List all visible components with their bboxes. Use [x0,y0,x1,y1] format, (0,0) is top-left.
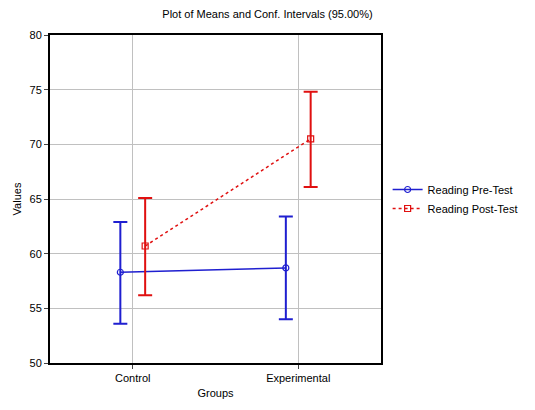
svg-text:Reading Post-Test: Reading Post-Test [428,203,518,215]
svg-text:70: 70 [30,138,42,150]
svg-text:60: 60 [30,248,42,260]
svg-text:Reading Pre-Test: Reading Pre-Test [428,184,513,196]
svg-text:75: 75 [30,84,42,96]
svg-text:Values: Values [11,182,23,215]
svg-text:Experimental: Experimental [266,372,330,384]
svg-text:50: 50 [30,357,42,369]
svg-text:Control: Control [115,372,150,384]
svg-text:Groups: Groups [197,387,234,399]
svg-text:55: 55 [30,302,42,314]
svg-text:65: 65 [30,193,42,205]
svg-text:Plot of Means and Conf. Interv: Plot of Means and Conf. Intervals (95.00… [162,8,372,20]
svg-text:80: 80 [30,29,42,41]
